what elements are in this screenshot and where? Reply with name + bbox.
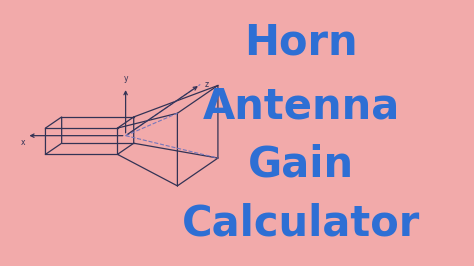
Text: Antenna: Antenna — [202, 85, 400, 127]
Text: Gain: Gain — [248, 144, 354, 186]
Text: Calculator: Calculator — [182, 202, 420, 244]
Text: x: x — [20, 138, 25, 147]
Text: z: z — [205, 80, 209, 89]
Text: Horn: Horn — [244, 21, 358, 63]
Text: y: y — [123, 74, 128, 83]
